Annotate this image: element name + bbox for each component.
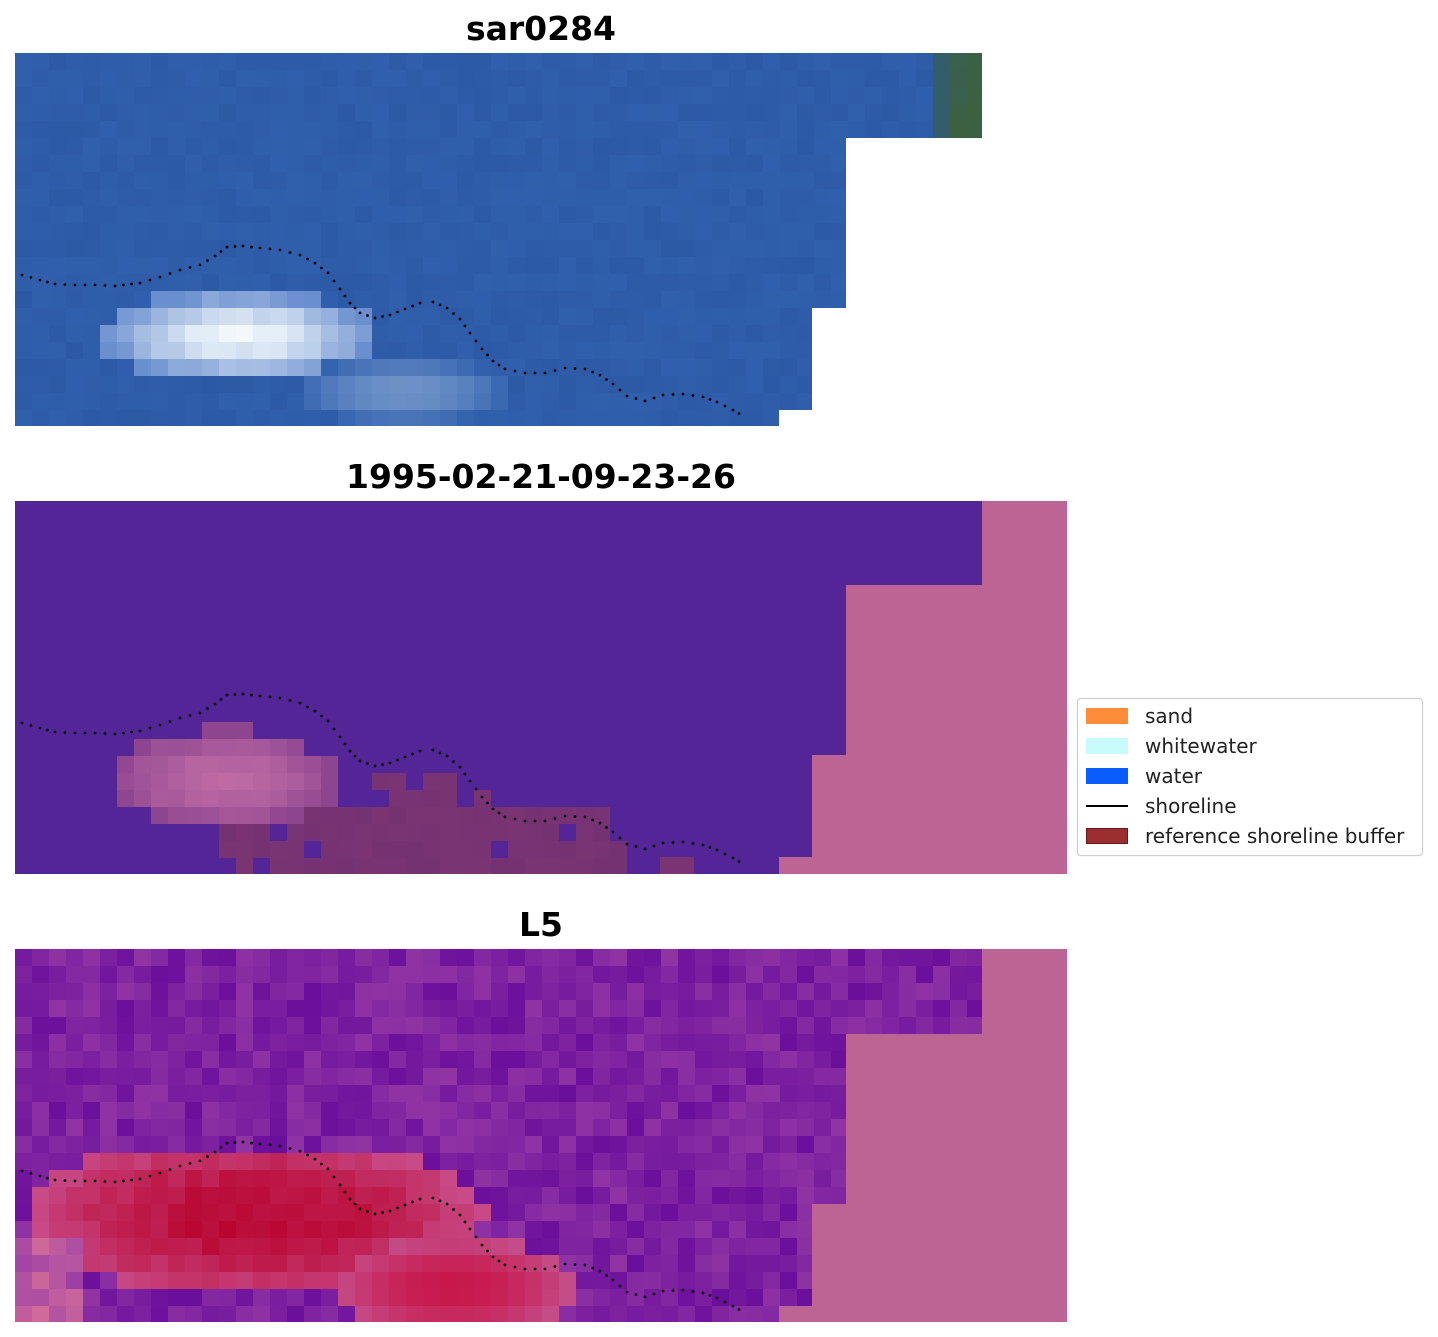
water-class [15, 501, 982, 585]
shoreline-dotted [20, 692, 741, 863]
water-swatch-icon [1086, 768, 1128, 784]
whitewater-swatch-icon [1086, 738, 1128, 754]
legend-label: reference shoreline buffer [1145, 824, 1405, 848]
classification-panel [15, 501, 1067, 874]
legend-item-shoreline: shoreline [1078, 791, 1422, 821]
shoreline-dotted [20, 1140, 741, 1311]
shoreline-line-icon [1086, 805, 1128, 807]
index-image-panel [15, 949, 1067, 1322]
shoreline-dotted [20, 244, 741, 415]
legend-item-reference-buffer: reference shoreline buffer [1078, 821, 1422, 851]
legend-item-whitewater: whitewater [1078, 731, 1422, 761]
legend-label: sand [1145, 704, 1194, 728]
legend-label: whitewater [1145, 734, 1257, 758]
legend-item-sand: sand [1078, 701, 1422, 731]
legend-label: water [1145, 764, 1202, 788]
legend: sand whitewater water shoreline referenc… [1077, 698, 1423, 856]
panel-title-index: L5 [519, 905, 563, 944]
buffer-swatch-icon [1086, 828, 1128, 844]
panel-title-rgb: sar0284 [465, 9, 617, 48]
sand-swatch-icon [1086, 708, 1128, 724]
legend-label: shoreline [1145, 794, 1237, 818]
rgb-image-panel [15, 53, 982, 426]
legend-item-water: water [1078, 761, 1422, 791]
panel-title-classification: 1995-02-21-09-23-26 [346, 457, 736, 496]
